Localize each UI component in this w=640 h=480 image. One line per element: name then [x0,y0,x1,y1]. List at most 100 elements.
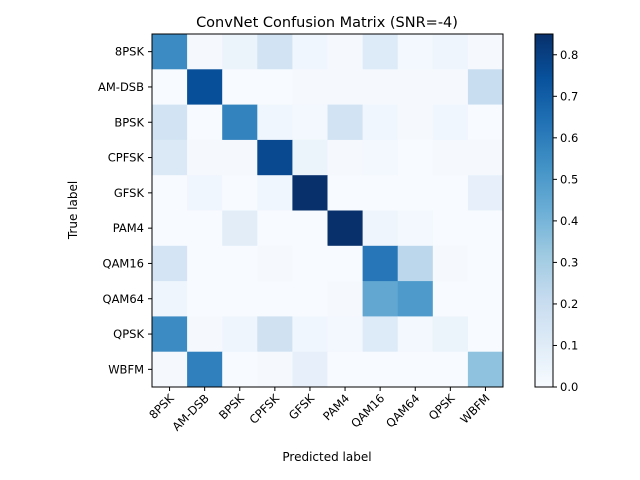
heatmap-cell [222,139,258,176]
heatmap-cell [467,34,504,70]
heatmap-cell [327,175,363,211]
heatmap-cell [467,210,504,247]
heatmap-cell [187,104,223,141]
heatmap-cell [292,245,328,282]
y-tick-label: QAM64 [103,292,144,306]
heatmap-cell [397,175,434,211]
x-tick-label: AM-DSB [169,391,211,433]
heatmap-cell [467,69,504,105]
heatmap-cell [362,351,399,388]
heatmap-cell [187,316,223,353]
heatmap-cell [397,104,434,141]
heatmap-cell [292,351,328,388]
heatmap-cell [327,69,363,105]
heatmap-cell [187,351,223,388]
heatmap-cell [327,245,363,282]
heatmap-cell [362,139,399,176]
heatmap-cell [152,281,188,317]
x-tick-label: WBFM [457,391,492,426]
heatmap-cell [432,175,469,211]
heatmap-cell [362,316,399,353]
x-tick-label: QAM64 [383,391,422,430]
heatmap-cell [327,34,363,70]
heatmap-cell [292,316,328,353]
heatmap-cell [362,210,399,247]
heatmap-cell [467,281,504,317]
heatmap-cell [467,351,504,388]
heatmap-cell [292,139,328,176]
heatmap-cell [152,104,188,141]
y-tick-label: CPFSK [108,151,145,165]
y-tick-label: WBFM [108,362,144,376]
heatmap-cell [257,245,293,282]
heatmap-cell [222,175,258,211]
heatmap-cell [397,210,434,247]
heatmap-cell [467,139,504,176]
heatmap-cell [152,245,188,282]
y-tick-label: 8PSK [115,45,145,59]
heatmap-cell [432,34,469,70]
y-tick-label: QAM16 [103,256,144,270]
heatmap-cell [362,69,399,105]
heatmap-cell [222,316,258,353]
heatmap-cell [432,316,469,353]
colorbar-tick-label: 0.2 [560,297,578,311]
heatmap-cell [187,175,223,211]
heatmap-cell [362,175,399,211]
x-axis-label: Predicted label [282,450,371,464]
heatmap-cell [152,139,188,176]
heatmap-cell [362,104,399,141]
y-tick-labels: 8PSK AM-DSB BPSK CPFSK GFSK PAM4 QAM16 QAM64 QPS… [98,45,152,376]
plot-frame [151,33,504,388]
heatmap-cell [327,210,363,247]
heatmap-cell [362,245,399,282]
heatmap-cell [187,281,223,317]
colorbar [534,33,554,388]
heatmap-cell [292,175,328,211]
y-tick-label: GFSK [114,186,145,200]
heatmap-cell [362,34,399,70]
heatmap-cell [432,139,469,176]
x-tick-label: CPFSK [246,391,282,427]
heatmap-cells [152,34,504,388]
heatmap-cell [432,245,469,282]
x-tick-label: QAM16 [348,391,387,430]
heatmap-cell [467,245,504,282]
heatmap-cell [467,175,504,211]
heatmap-cell [397,351,434,388]
heatmap-cell [187,34,223,70]
heatmap-cell [432,281,469,317]
heatmap-cell [467,316,504,353]
x-tick-label: 8PSK [146,391,177,422]
x-tick-label: BPSK [216,391,247,422]
heatmap-cell [397,69,434,105]
colorbar-tick-label: 0.5 [560,172,578,186]
heatmap-cell [152,316,188,353]
colorbar-tick-label: 0.0 [560,380,578,394]
heatmap-cell [152,34,188,70]
heatmap-cell [222,351,258,388]
y-tick-label: QPSK [113,327,144,341]
heatmap-cell [222,281,258,317]
heatmap-cell [292,210,328,247]
heatmap-cell [397,139,434,176]
heatmap-cell [432,69,469,105]
heatmap-cell [257,139,293,176]
colorbar-tick-labels: 0.0 0.1 0.2 0.3 0.4 0.5 0.6 0.7 0.8 [553,48,578,394]
heatmap-cell [222,245,258,282]
heatmap-cell [397,245,434,282]
heatmap-cell [187,139,223,176]
heatmap-cell [327,104,363,141]
heatmap-cell [397,34,434,70]
heatmap-cell [152,351,188,388]
heatmap-cell [432,104,469,141]
heatmap-cell [327,139,363,176]
heatmap-cell [257,175,293,211]
heatmap-cell [222,104,258,141]
y-tick-label: AM-DSB [98,80,144,94]
heatmap-cell [187,69,223,105]
heatmap-cell [152,210,188,247]
x-tick-label: GFSK [286,391,318,423]
